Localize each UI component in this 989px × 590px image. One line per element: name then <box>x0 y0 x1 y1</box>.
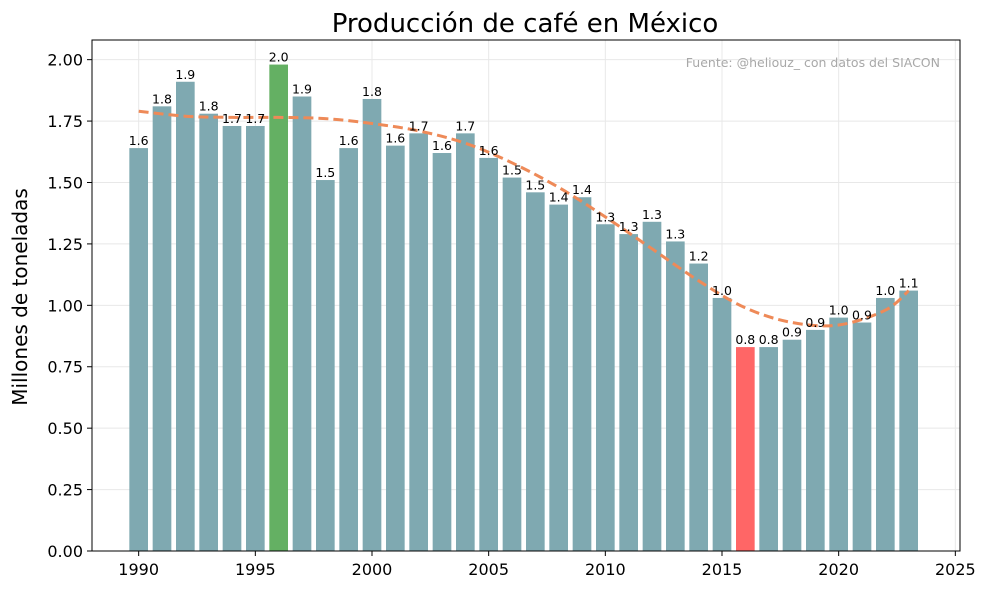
bar-2009 <box>572 197 592 551</box>
y-tick-label: 2.00 <box>47 51 83 70</box>
x-tick-label: 2015 <box>702 560 743 579</box>
bar-labels: 1.61.81.91.81.7 1.72.01.91.51.61.81.61.71… <box>129 50 919 348</box>
bar-2012 <box>642 221 662 551</box>
x-tick-label: 2025 <box>935 560 976 579</box>
bar-label-2015: 1.0 <box>712 283 732 298</box>
bar-label-2023: 1.1 <box>899 276 919 291</box>
bar-2013 <box>666 241 685 552</box>
x-tick-label: 2020 <box>818 560 859 579</box>
bar-2001 <box>386 145 405 552</box>
bar-1998 <box>316 180 335 551</box>
bar-2003 <box>432 153 452 551</box>
bar-2005 <box>479 157 498 551</box>
bar-label-2005: 1.6 <box>479 143 499 158</box>
y-tick-label: 1.25 <box>47 235 83 254</box>
bar-label-1995: 1.7 <box>245 111 265 126</box>
bar-label-2022: 1.0 <box>875 283 895 298</box>
x-tick-label: 1990 <box>118 560 159 579</box>
bar-2017 <box>759 347 778 551</box>
bar-label-1998: 1.5 <box>315 165 335 180</box>
bar-1994 <box>222 125 242 551</box>
source-note: Fuente: @heliouz_ con datos del SIACON <box>686 55 940 70</box>
bar-2010 <box>596 224 615 551</box>
bar-label-2002: 1.7 <box>409 118 429 133</box>
x-tick-label: 2010 <box>585 560 626 579</box>
bar-label-2019: 0.9 <box>805 315 825 330</box>
bar-1991 <box>152 106 172 552</box>
bar-1999 <box>339 148 358 551</box>
bar-label-2018: 0.9 <box>782 325 802 340</box>
trend-line-group <box>138 109 910 328</box>
y-tick-label: 1.50 <box>47 173 83 192</box>
bar-label-2009: 1.4 <box>572 182 592 197</box>
bar-2006 <box>502 177 522 552</box>
bar-1992 <box>176 81 195 552</box>
bar-label-1993: 1.8 <box>199 99 219 114</box>
bar-1990 <box>129 148 148 551</box>
bar-1997 <box>292 96 312 551</box>
y-tick-label: 0.00 <box>47 542 83 561</box>
bar-label-1996: 2.0 <box>269 50 289 65</box>
axis-ticks: 1990 1995 2000 2005 2010 2015 2020 2025 0.00 0.25… <box>47 51 975 579</box>
bar-2014 <box>689 263 708 551</box>
bar-label-2013: 1.3 <box>665 226 685 241</box>
bar-label-2006: 1.5 <box>502 163 522 178</box>
bar-label-2007: 1.5 <box>525 177 545 192</box>
bar-label-1990: 1.6 <box>129 133 149 148</box>
bar-2018 <box>782 339 802 551</box>
bar-label-1997: 1.9 <box>292 82 312 97</box>
bar-label-2012: 1.3 <box>642 207 662 222</box>
bar-label-2021: 0.9 <box>852 308 872 323</box>
bar-label-1991: 1.8 <box>152 91 172 106</box>
bar-label-2020: 1.0 <box>829 303 849 318</box>
bar-label-1992: 1.9 <box>175 67 195 82</box>
y-tick-label: 1.00 <box>47 296 83 315</box>
bar-2011 <box>619 234 638 551</box>
y-tick-label: 1.75 <box>47 112 83 131</box>
bar-1995 <box>246 125 265 551</box>
bar-2023 <box>899 290 918 551</box>
bar-label-2008: 1.4 <box>549 190 569 205</box>
bar-label-2011: 1.3 <box>619 219 639 234</box>
bar-1993 <box>199 113 218 552</box>
bar-label-2014: 1.2 <box>689 249 709 264</box>
bar-2020 <box>829 317 848 551</box>
bar-label-2000: 1.8 <box>362 84 382 99</box>
bar-2019 <box>806 329 825 551</box>
bar-2008 <box>549 204 568 552</box>
bar-2021 <box>852 322 872 551</box>
bar-label-1999: 1.6 <box>339 133 359 148</box>
bar-label-1994: 1.7 <box>222 111 242 126</box>
x-tick-label: 2000 <box>352 560 393 579</box>
bar-label-2010: 1.3 <box>595 209 615 224</box>
bar-label-2003: 1.6 <box>432 138 452 153</box>
y-tick-label: 0.50 <box>47 419 83 438</box>
bar-label-2001: 1.6 <box>385 131 405 146</box>
bar-2022 <box>876 297 895 551</box>
bar-label-2004: 1.7 <box>455 118 475 133</box>
bar-2016 <box>736 347 755 551</box>
chart-title: Producción de café en México <box>332 9 719 39</box>
bar-label-2017: 0.8 <box>759 332 779 347</box>
bar-2002 <box>409 133 428 551</box>
bars <box>129 64 918 552</box>
bar-2015 <box>712 297 732 551</box>
bar-1996 <box>269 64 288 551</box>
y-tick-label: 0.25 <box>47 481 83 500</box>
y-tick-label: 0.75 <box>47 358 83 377</box>
bar-2000 <box>362 98 382 551</box>
bar-2007 <box>526 192 545 551</box>
bar-2004 <box>456 133 475 551</box>
trend-line <box>138 109 910 328</box>
plot-frame <box>91 39 961 552</box>
x-tick-label: 1995 <box>235 560 276 579</box>
bar-label-2016: 0.8 <box>735 332 755 347</box>
x-tick-label: 2005 <box>468 560 509 579</box>
y-axis-label: Millones de toneladas <box>8 188 32 406</box>
